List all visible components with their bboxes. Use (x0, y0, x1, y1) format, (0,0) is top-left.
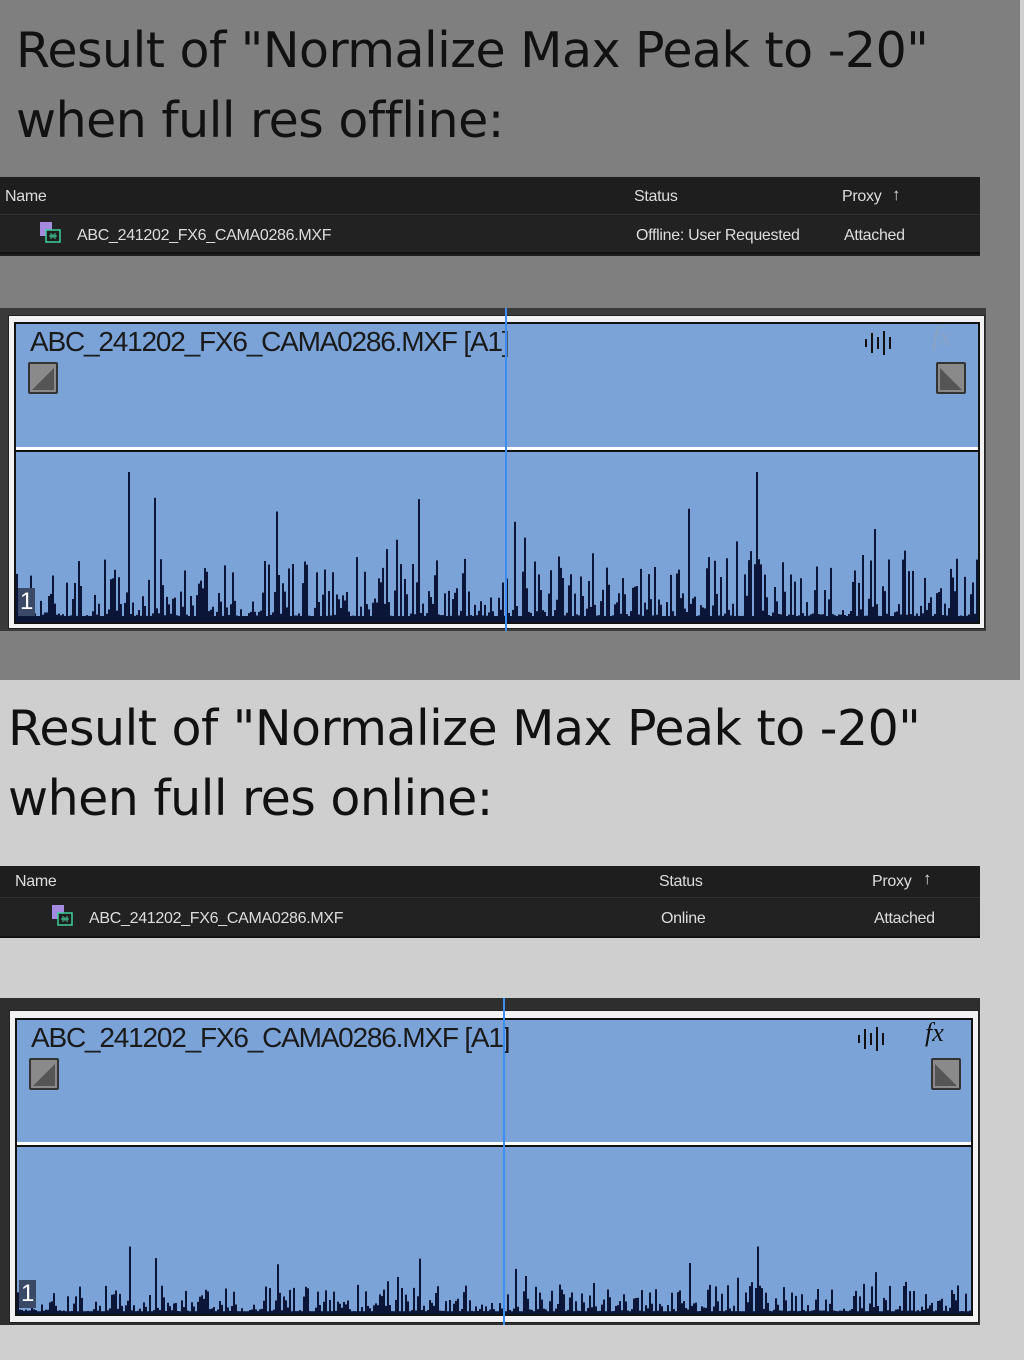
offline-section: Result of "Normalize Max Peak to -20" wh… (0, 0, 1020, 680)
table-header: Name Status Proxy ↑ (0, 177, 980, 215)
clip-body: ABC_241202_FX6_CAMA0286.MXF [A1] fx 1 (14, 322, 980, 624)
arrow-up-icon[interactable]: ↑ (923, 869, 932, 888)
audio-waveform (16, 472, 978, 622)
audio-waveform-icon[interactable] (862, 327, 898, 364)
clip-name: ABC_241202_FX6_CAMA0286.MXF (89, 910, 344, 927)
fade-in-handle-icon[interactable] (29, 1058, 59, 1090)
audio-video-clip-icon (40, 222, 61, 243)
fx-icon[interactable]: fx (925, 1018, 944, 1047)
audio-waveform (17, 1246, 971, 1314)
audio-video-clip-icon (52, 905, 73, 926)
clip-title: ABC_241202_FX6_CAMA0286.MXF [A1] (31, 1022, 511, 1053)
online-heading: Result of "Normalize Max Peak to -20" wh… (8, 694, 921, 834)
clip-body: ABC_241202_FX6_CAMA0286.MXF [A1] fx 1 (15, 1018, 973, 1316)
channel-number: 1 (18, 588, 36, 616)
table-row[interactable]: ABC_241202_FX6_CAMA0286.MXF Offline: Use… (0, 216, 980, 254)
clip-proxy: Attached (844, 227, 905, 244)
clip-name: ABC_241202_FX6_CAMA0286.MXF (77, 227, 332, 244)
channel-number: 1 (19, 1280, 37, 1308)
timeline-track: ABC_241202_FX6_CAMA0286.MXF [A1] fx 1 (0, 308, 986, 631)
heading-line: Result of "Normalize Max Peak to -20" (8, 700, 921, 757)
column-proxy[interactable]: Proxy (872, 873, 912, 890)
waveform-path (16, 472, 978, 622)
fx-icon[interactable]: fx (932, 322, 951, 351)
heading-line: when full res online: (8, 770, 493, 827)
fade-in-handle-icon[interactable] (28, 362, 58, 394)
playhead[interactable] (503, 998, 505, 1325)
waveform-path (17, 1246, 971, 1314)
clip-proxy: Attached (874, 910, 935, 927)
fade-out-handle-icon[interactable] (931, 1058, 961, 1090)
column-name[interactable]: Name (15, 873, 57, 890)
project-table: Name Status Proxy ↑ ABC_241202_FX6_CAMA0… (0, 177, 980, 256)
heading-line: Result of "Normalize Max Peak to -20" (16, 22, 929, 79)
heading-line: when full res offline: (16, 92, 504, 149)
online-section: Result of "Normalize Max Peak to -20" wh… (0, 680, 1024, 1360)
column-status[interactable]: Status (634, 188, 678, 205)
audio-clip[interactable]: ABC_241202_FX6_CAMA0286.MXF [A1] fx 1 (9, 1010, 979, 1323)
audio-clip[interactable]: ABC_241202_FX6_CAMA0286.MXF [A1] fx 1 (8, 315, 985, 629)
column-status[interactable]: Status (659, 873, 703, 890)
volume-rubber-band[interactable] (16, 447, 978, 452)
volume-rubber-band[interactable] (17, 1142, 971, 1147)
offline-heading: Result of "Normalize Max Peak to -20" wh… (16, 16, 929, 156)
clip-status: Offline: User Requested (636, 227, 800, 244)
clip-status: Online (661, 910, 706, 927)
clip-title: ABC_241202_FX6_CAMA0286.MXF [A1] (30, 326, 510, 357)
project-table: Name Status Proxy ↑ ABC_241202_FX6_CAMA0… (0, 866, 980, 938)
arrow-up-icon[interactable]: ↑ (892, 185, 901, 204)
audio-waveform-icon[interactable] (855, 1023, 891, 1060)
playhead[interactable] (505, 308, 507, 631)
table-header: Name Status Proxy ↑ (0, 866, 980, 898)
column-name[interactable]: Name (5, 188, 47, 205)
timeline-track: ABC_241202_FX6_CAMA0286.MXF [A1] fx 1 (0, 998, 980, 1325)
fade-out-handle-icon[interactable] (936, 362, 966, 394)
column-proxy[interactable]: Proxy (842, 188, 882, 205)
table-row[interactable]: ABC_241202_FX6_CAMA0286.MXF Online Attac… (0, 899, 980, 938)
